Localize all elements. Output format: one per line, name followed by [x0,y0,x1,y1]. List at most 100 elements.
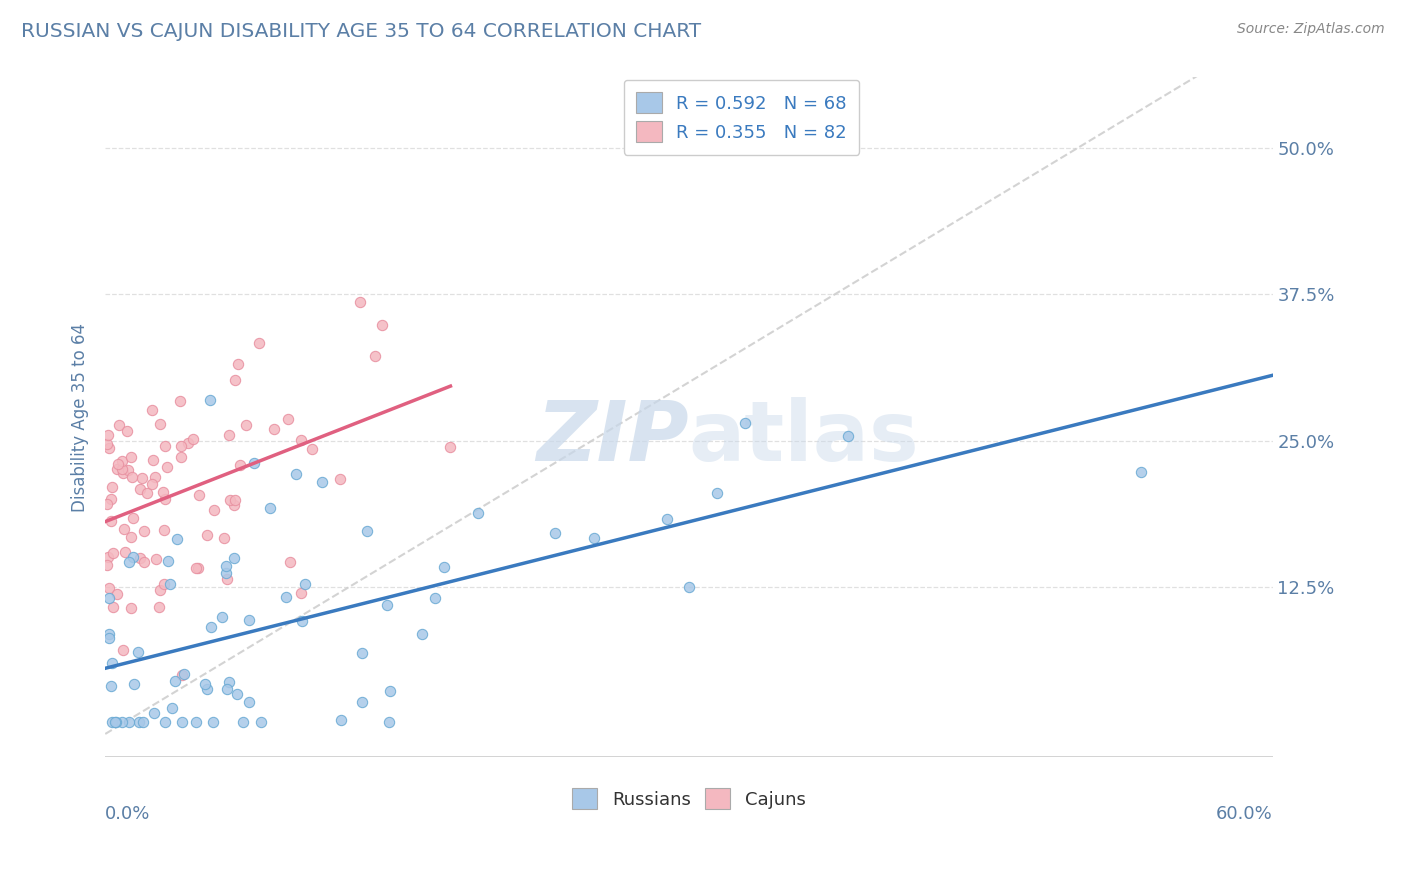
Russians [198,392,221,407]
Russians [98,591,121,605]
Russians [242,456,264,470]
Cajuns [214,532,236,546]
Russians [276,591,298,605]
Cajuns [263,421,285,435]
Cajuns [134,524,156,538]
Cajuns [97,427,120,442]
Russians [284,467,307,481]
Cajuns [101,600,124,615]
Cajuns [170,450,193,464]
Russians [433,560,456,574]
Russians [105,715,128,730]
Russians [217,681,239,696]
Cajuns [97,581,120,595]
Russians [186,715,208,730]
Cajuns [228,458,250,472]
Cajuns [184,561,207,575]
Russians [330,713,353,727]
Cajuns [170,439,193,453]
Cajuns [176,436,198,450]
Cajuns [145,552,167,566]
Russians [1130,466,1153,480]
Y-axis label: Disability Age 35 to 64: Disability Age 35 to 64 [72,323,89,512]
Text: atlas: atlas [689,397,920,478]
Russians [111,715,134,730]
Russians [837,429,859,443]
Cajuns [143,470,166,484]
Cajuns [131,470,153,484]
Cajuns [136,486,159,500]
Russians [132,715,155,730]
Cajuns [235,417,257,432]
Cajuns [187,561,209,575]
Cajuns [152,485,174,500]
Russians [232,715,254,730]
Cajuns [96,496,118,510]
Cajuns [122,511,145,525]
Russians [678,580,700,594]
Cajuns [120,450,142,465]
Russians [122,677,145,691]
Cajuns [187,488,209,502]
Cajuns [121,470,143,484]
Russians [194,677,217,691]
Cajuns [219,492,242,507]
Cajuns [114,545,136,559]
Russians [378,715,401,730]
Russians [101,656,124,670]
Russians [98,631,121,645]
Russians [200,620,222,634]
Russians [100,679,122,693]
Russians [201,715,224,730]
Cajuns [217,573,239,587]
Cajuns [129,482,152,496]
Cajuns [107,457,129,471]
Russians [98,627,121,641]
Russians [423,591,446,606]
Russians [734,416,756,430]
Russians [211,609,233,624]
Russians [655,512,678,526]
Cajuns [141,476,163,491]
Cajuns [120,531,142,545]
Russians [159,577,181,591]
Text: 60.0%: 60.0% [1216,805,1272,823]
Russians [311,475,333,489]
Cajuns [120,601,142,615]
Russians [238,613,260,627]
Cajuns [195,527,218,541]
Russians [291,614,314,628]
Russians [172,715,194,730]
Cajuns [439,440,461,454]
Russians [350,695,373,709]
Cajuns [290,586,312,600]
Russians [215,566,238,581]
Cajuns [117,463,139,477]
Cajuns [170,668,193,682]
Cajuns [153,577,176,591]
Cajuns [97,550,120,565]
Cajuns [111,454,134,468]
Cajuns [152,524,174,538]
Cajuns [224,492,246,507]
Cajuns [280,555,302,569]
Text: ZIP: ZIP [536,397,689,478]
Cajuns [96,436,118,450]
Russians [352,646,374,660]
Russians [706,485,728,500]
Cajuns [169,394,191,409]
Cajuns [224,372,246,386]
Cajuns [115,424,138,438]
Cajuns [328,472,350,486]
Russians [153,715,176,730]
Cajuns [101,546,124,560]
Russians [142,706,165,720]
Russians [218,674,240,689]
Russians [127,645,149,659]
Cajuns [218,427,240,442]
Cajuns [224,498,246,512]
Cajuns [181,432,204,446]
Cajuns [371,318,394,332]
Russians [582,531,605,545]
Cajuns [153,439,176,453]
